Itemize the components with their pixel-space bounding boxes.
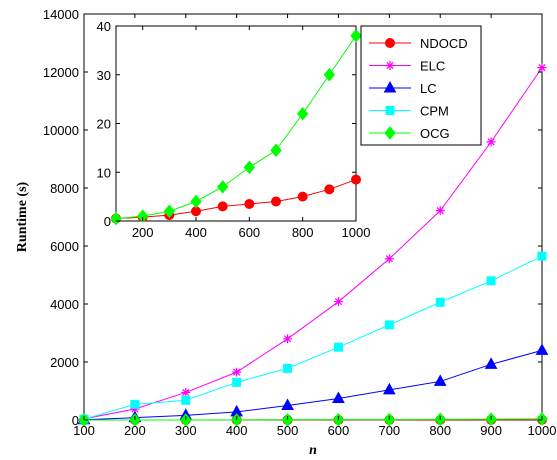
inset-point-ocg	[297, 106, 309, 121]
inset-point-ndocd	[351, 174, 361, 185]
inset-y-tick-label: 20	[97, 117, 111, 132]
main-series-line-elc	[83, 67, 543, 420]
inset-point-ndocd	[324, 184, 335, 195]
inset-x-tick-label: 600	[238, 225, 260, 240]
inset-point-ocg	[350, 28, 362, 43]
inset-point-ndocd	[217, 201, 228, 212]
main-point-elc	[283, 334, 293, 344]
inset-point-ocg	[243, 160, 255, 175]
inset-series-layer	[110, 28, 362, 226]
inset-point-ocg	[110, 211, 122, 226]
main-point-lc	[382, 382, 396, 395]
main-point-lc	[433, 374, 447, 386]
main-x-tick-label: 1000	[528, 423, 557, 438]
main-x-tick-label: 400	[226, 423, 248, 438]
main-point-elc	[130, 404, 140, 414]
legend: NDOCD ELC LC CPM OCG	[369, 36, 468, 141]
inset-point-ocg	[270, 143, 282, 158]
main-y-tick-label: 8000	[50, 181, 79, 196]
inset-point-ocg	[323, 67, 335, 82]
main-point-elc	[333, 297, 343, 307]
main-y-tick-label: 6000	[50, 239, 79, 254]
main-ticks-layer: 100 200 300 400 500 600 700 800 900 1000020004000…	[43, 7, 557, 438]
inset-point-ocg	[217, 180, 229, 194]
main-y-tick-label: 4000	[50, 297, 79, 312]
main-x-tick-label: 500	[277, 423, 299, 438]
main-x-tick-label: 700	[378, 423, 400, 438]
main-x-tick-label: 100	[73, 423, 95, 438]
main-point-cpm	[130, 399, 140, 409]
main-point-elc	[181, 387, 191, 397]
legend-label-elc: ELC	[420, 59, 445, 74]
main-series-line-cpm	[83, 255, 543, 420]
legend-marker-cpm	[385, 106, 395, 115]
main-point-cpm	[486, 276, 496, 286]
inset-y-tick-label: 10	[97, 165, 111, 180]
inset-x-tick-label: 800	[292, 225, 314, 240]
main-point-elc	[537, 63, 547, 73]
inset-y-tick-label: 0	[104, 214, 111, 229]
legend-label-cpm: CPM	[420, 104, 449, 119]
inset-x-tick-label: 200	[132, 225, 154, 240]
main-point-elc	[435, 206, 445, 216]
inset-ticks-layer: 200 400 600 800 1000 0 10 20 30 40	[97, 19, 371, 240]
main-y-tick-label: 2000	[50, 355, 79, 370]
inset-point-ndocd	[297, 191, 308, 202]
inset-y-tick-label: 40	[97, 19, 111, 34]
inset-point-ocg	[137, 209, 149, 223]
main-point-lc	[332, 391, 345, 404]
main-point-cpm	[435, 297, 445, 307]
inset-series-line-ndocd	[115, 179, 357, 220]
main-point-cpm	[232, 377, 242, 387]
main-point-elc	[486, 137, 496, 147]
legend-marker-elc	[385, 61, 395, 70]
main-x-tick-label: 600	[328, 423, 350, 438]
inset-point-ndocd	[271, 196, 281, 207]
inset-y-tick-label: 30	[97, 68, 111, 83]
main-point-elc	[232, 367, 242, 377]
main-point-lc	[281, 398, 294, 410]
inset-x-tick-label: 400	[185, 225, 207, 240]
main-point-elc	[384, 254, 394, 264]
main-x-tick-label: 900	[480, 423, 502, 438]
main-point-cpm	[537, 251, 547, 261]
main-x-tick-label: 200	[124, 423, 146, 438]
legend-marker-lc	[383, 80, 397, 93]
inset-point-ocg	[190, 194, 202, 209]
main-y-tick-label: 10000	[43, 123, 79, 138]
main-point-cpm	[384, 320, 394, 330]
inset-series-line-ocg	[115, 35, 357, 220]
main-point-cpm	[333, 342, 343, 352]
inset-point-ndocd	[244, 198, 255, 209]
legend-marker-ndocd	[385, 38, 395, 48]
main-series-line-ocg	[83, 418, 543, 421]
inset-frame	[115, 25, 357, 222]
main-x-tick-label: 300	[175, 423, 197, 438]
legend-label-lc: LC	[420, 81, 437, 96]
legend-label-ndocd: NDOCD	[420, 36, 468, 51]
main-y-tick-label: 0	[72, 413, 79, 428]
legend-marker-ocg	[384, 126, 396, 140]
inset-x-tick-label: 1000	[342, 225, 371, 240]
legend-box	[360, 25, 482, 146]
main-x-tick-label: 800	[429, 423, 451, 438]
main-point-lc	[484, 357, 498, 369]
legend-label-ocg: OCG	[420, 126, 450, 141]
y-axis-title: Runtime (s)	[15, 181, 30, 252]
main-y-tick-label: 12000	[43, 65, 79, 80]
x-axis-title: n	[309, 443, 317, 458]
main-point-cpm	[283, 363, 293, 373]
inset-point-ocg	[163, 204, 175, 219]
main-point-lc	[535, 343, 549, 355]
main-y-tick-label: 14000	[43, 7, 79, 22]
main-point-cpm	[181, 395, 191, 405]
main-series-line-lc	[83, 349, 543, 421]
